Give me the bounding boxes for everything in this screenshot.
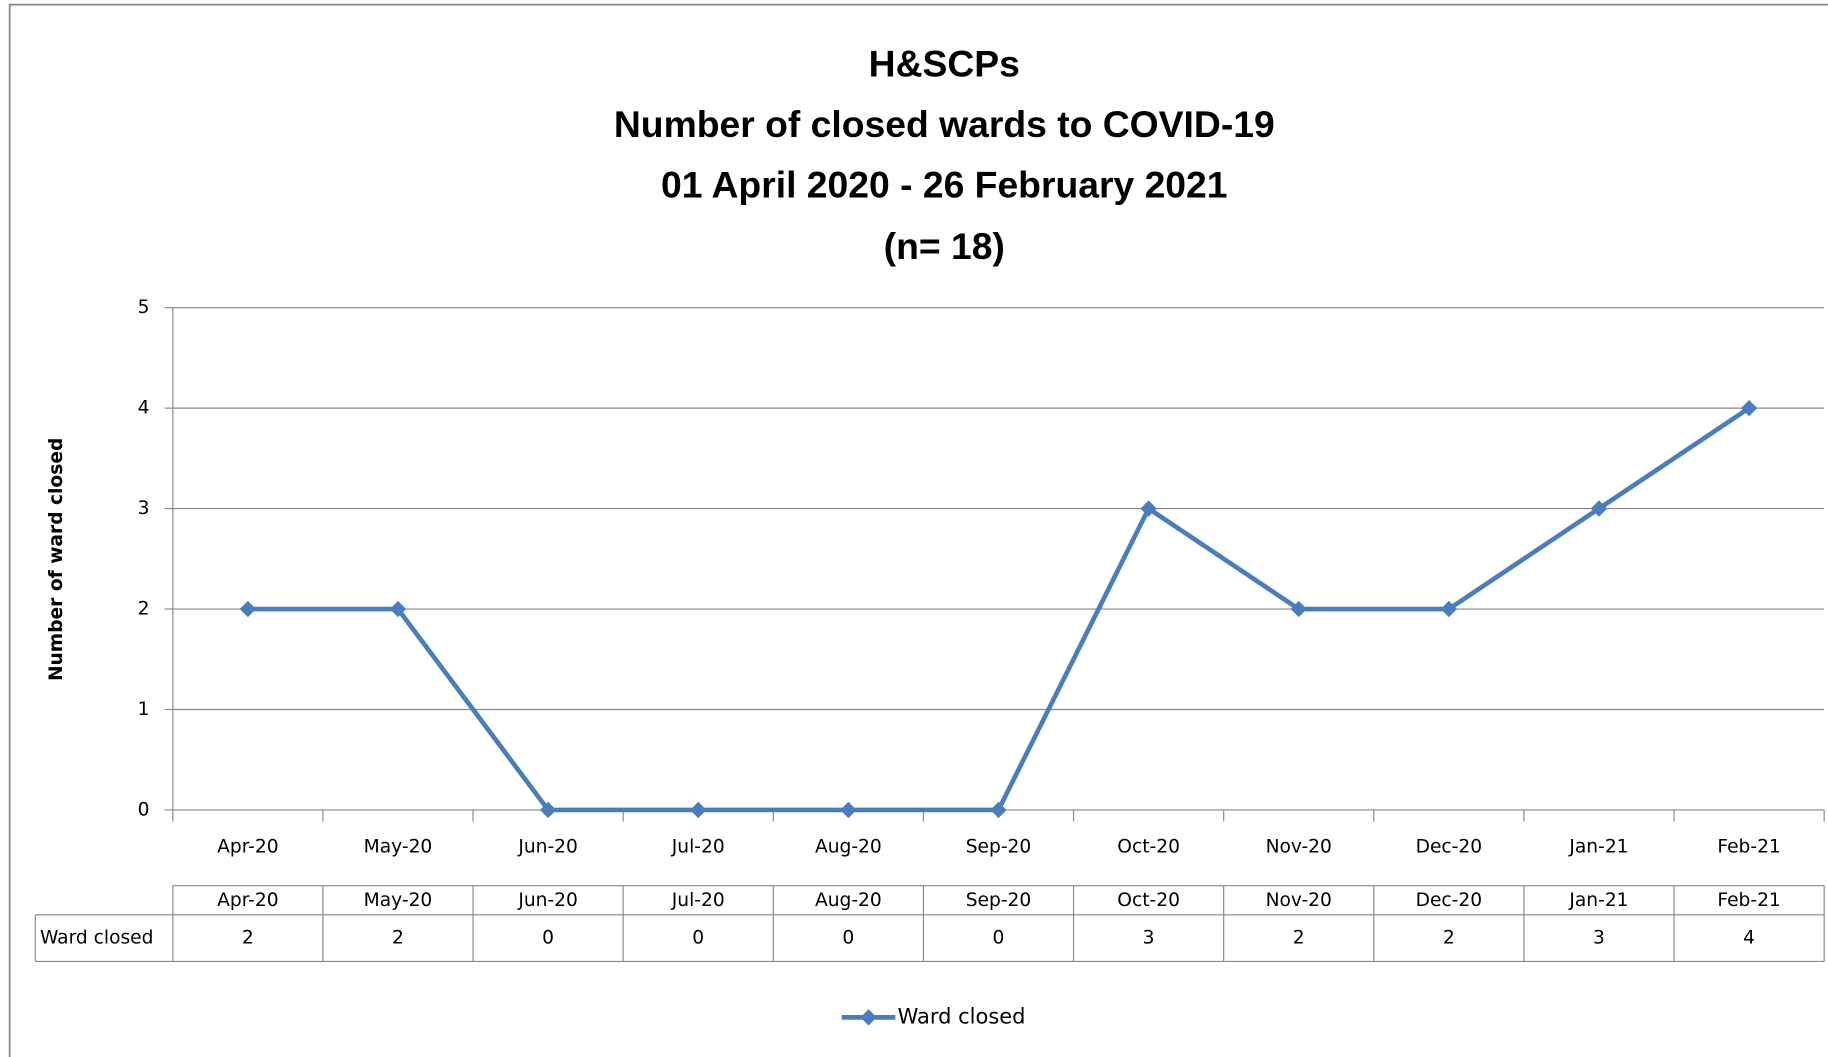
table-value: 2 <box>1293 928 1305 949</box>
marker <box>1740 399 1758 417</box>
x-tick-label: Sep-20 <box>966 837 1032 858</box>
x-tick-label: May-20 <box>364 837 433 858</box>
y-tick-label: 2 <box>138 599 150 620</box>
table-header: Sep-20 <box>966 890 1032 911</box>
chart-title: H&SCPs <box>869 42 1020 84</box>
legend-marker <box>860 1009 877 1026</box>
table-value: 4 <box>1743 928 1755 949</box>
y-tick-label: 1 <box>138 699 150 720</box>
table-value: 0 <box>542 928 554 949</box>
x-tick-label: Jan-21 <box>1568 837 1628 858</box>
chart-title: 01 April 2020 - 26 February 2021 <box>661 163 1227 205</box>
legend-label: Ward closed <box>898 1004 1026 1028</box>
chart-title: Number of closed wards to COVID-19 <box>614 103 1275 145</box>
table-row-label: Ward closed <box>40 928 154 949</box>
table-value: 0 <box>692 928 704 949</box>
marker <box>1140 500 1157 517</box>
x-tick-label: Apr-20 <box>217 837 278 858</box>
table-value: 2 <box>1443 928 1455 949</box>
marker <box>239 600 257 618</box>
x-tick-label: Feb-21 <box>1717 837 1780 858</box>
x-tick-label: Dec-20 <box>1416 837 1482 858</box>
table-header: Aug-20 <box>815 890 882 911</box>
table-header: Oct-20 <box>1117 890 1180 911</box>
x-tick-label: Oct-20 <box>1117 837 1180 858</box>
table-header: Feb-21 <box>1717 890 1780 911</box>
table-header: Jul-20 <box>671 890 725 911</box>
y-axis-title: Number of ward closed <box>46 438 67 681</box>
y-tick-label: 5 <box>138 297 150 318</box>
chart-title: (n= 18) <box>884 225 1005 267</box>
table-value: 2 <box>242 928 254 949</box>
x-tick-label: Jun-20 <box>517 837 578 858</box>
table-header: May-20 <box>364 890 433 911</box>
marker <box>389 600 407 618</box>
table-header: Apr-20 <box>217 890 278 911</box>
x-tick-label: Aug-20 <box>815 837 882 858</box>
table-value: 0 <box>842 928 854 949</box>
chart-border <box>8 3 1828 1057</box>
x-tick-label: Jul-20 <box>671 837 725 858</box>
table-header: Dec-20 <box>1416 890 1482 911</box>
marker <box>1440 600 1458 618</box>
y-tick-label: 4 <box>138 398 150 419</box>
marker <box>1290 600 1307 618</box>
table-value: 0 <box>993 928 1005 949</box>
table-header: Nov-20 <box>1266 890 1332 911</box>
x-tick-label: Nov-20 <box>1266 837 1332 858</box>
table-value: 3 <box>1143 928 1155 949</box>
y-tick-label: 3 <box>138 498 150 519</box>
marker <box>1590 500 1608 517</box>
table-header: Jan-21 <box>1568 890 1628 911</box>
y-tick-label: 0 <box>138 799 150 820</box>
table-value: 2 <box>392 928 404 949</box>
marker <box>990 801 1007 819</box>
marker <box>690 801 707 819</box>
table-header: Jun-20 <box>517 890 578 911</box>
table-value: 3 <box>1593 928 1605 949</box>
